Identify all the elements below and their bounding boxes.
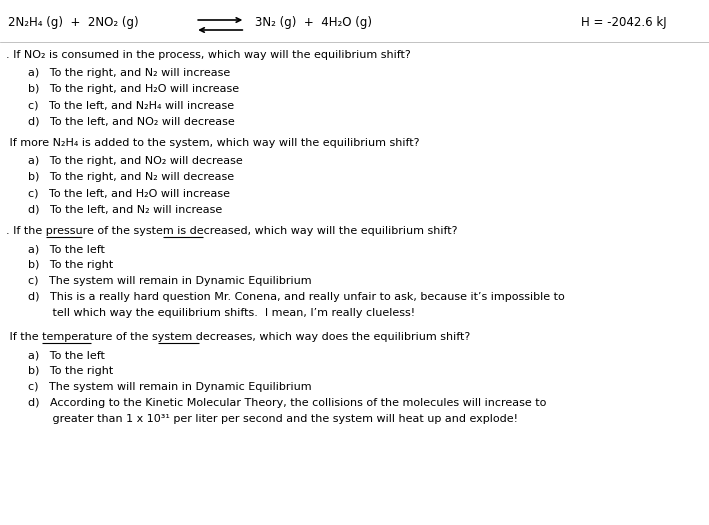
Text: . If the pressure of the system is decreased, which way will the equilibrium shi: . If the pressure of the system is decre… [6, 226, 457, 236]
Text: a)   To the right, and NO₂ will decrease: a) To the right, and NO₂ will decrease [28, 156, 242, 166]
Text: c)   To the left, and H₂O will increase: c) To the left, and H₂O will increase [28, 188, 230, 198]
Text: 3N₂ (g)  +  4H₂O (g): 3N₂ (g) + 4H₂O (g) [255, 16, 372, 29]
Text: If the temperature of the system decreases, which way does the equilibrium shift: If the temperature of the system decreas… [6, 332, 470, 342]
Text: greater than 1 x 10³¹ per liter per second and the system will heat up and explo: greater than 1 x 10³¹ per liter per seco… [28, 414, 518, 424]
Text: 2N₂H₄ (g)  +  2NO₂ (g): 2N₂H₄ (g) + 2NO₂ (g) [8, 16, 139, 29]
Text: d)   This is a really hard question Mr. Conena, and really unfair to ask, becaus: d) This is a really hard question Mr. Co… [28, 292, 565, 302]
Text: c)   The system will remain in Dynamic Equilibrium: c) The system will remain in Dynamic Equ… [28, 276, 312, 286]
Text: tell which way the equilibrium shifts.  I mean, I’m really clueless!: tell which way the equilibrium shifts. I… [28, 308, 415, 318]
Text: If more N₂H₄ is added to the system, which way will the equilibrium shift?: If more N₂H₄ is added to the system, whi… [6, 138, 420, 148]
Text: b)   To the right: b) To the right [28, 366, 113, 376]
Text: a)   To the right, and N₂ will increase: a) To the right, and N₂ will increase [28, 68, 230, 78]
Text: a)   To the left: a) To the left [28, 350, 105, 360]
Text: a)   To the left: a) To the left [28, 244, 105, 254]
Text: b)   To the right, and H₂O will increase: b) To the right, and H₂O will increase [28, 84, 239, 94]
Text: b)   To the right: b) To the right [28, 260, 113, 270]
Text: d)   To the left, and NO₂ will decrease: d) To the left, and NO₂ will decrease [28, 116, 235, 126]
Text: d)   To the left, and N₂ will increase: d) To the left, and N₂ will increase [28, 204, 222, 214]
Text: b)   To the right, and N₂ will decrease: b) To the right, and N₂ will decrease [28, 172, 234, 182]
Text: . If NO₂ is consumed in the process, which way will the equilibrium shift?: . If NO₂ is consumed in the process, whi… [6, 50, 411, 60]
Text: c)   The system will remain in Dynamic Equilibrium: c) The system will remain in Dynamic Equ… [28, 382, 312, 392]
Text: c)   To the left, and N₂H₄ will increase: c) To the left, and N₂H₄ will increase [28, 100, 234, 110]
Text: H = -2042.6 kJ: H = -2042.6 kJ [581, 16, 667, 29]
Text: d)   According to the Kinetic Molecular Theory, the collisions of the molecules : d) According to the Kinetic Molecular Th… [28, 398, 547, 408]
